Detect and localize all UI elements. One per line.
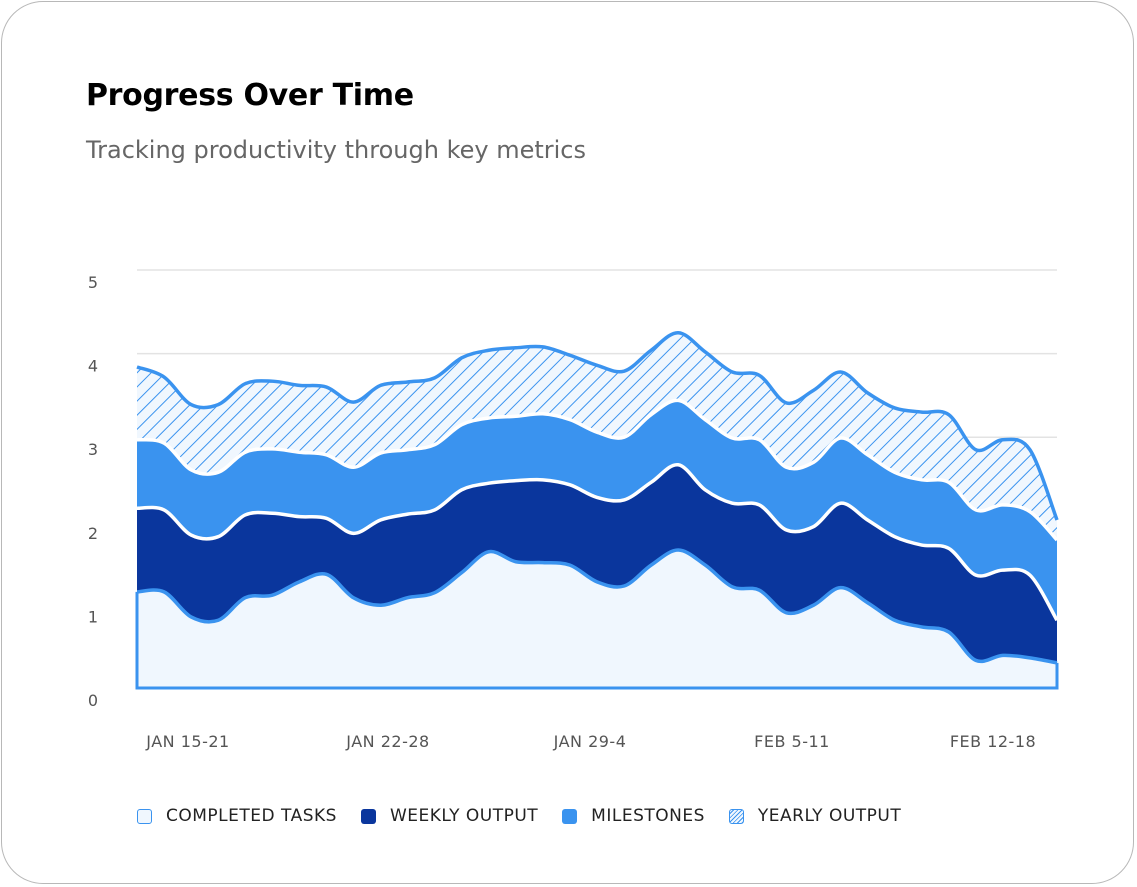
- legend-label: COMPLETED TASKS: [166, 806, 337, 826]
- legend-label: MILESTONES: [591, 806, 705, 826]
- y-tick-label: 5: [88, 273, 98, 292]
- legend-label: WEEKLY OUTPUT: [389, 806, 539, 826]
- y-tick-label: 0: [88, 691, 98, 710]
- x-tick-label: JAN 29-4: [553, 732, 627, 751]
- baseline: [135, 591, 1059, 690]
- legend-swatch-yearly: [728, 808, 744, 824]
- y-tick-label: 3: [88, 440, 98, 459]
- chart-subtitle: Tracking productivity through key metric…: [86, 136, 586, 164]
- chart-title: Progress Over Time: [86, 78, 414, 113]
- legend-item-milestones[interactable]: MILESTONES: [562, 806, 705, 826]
- line-yearly-output: [136, 330, 1059, 521]
- legend: COMPLETED TASKS WEEKLY OUTPUT MILESTONES…: [137, 806, 925, 826]
- x-tick-label: JAN 22-28: [345, 732, 429, 751]
- legend-swatch-weekly: [360, 808, 376, 824]
- area-completed-tasks: [137, 550, 1057, 688]
- y-tick-label: 2: [88, 524, 98, 543]
- line-weekly-output: [136, 463, 1059, 622]
- y-tick-label: 1: [88, 607, 98, 626]
- line-milestones: [136, 398, 1059, 542]
- y-tick-label: 4: [88, 357, 98, 376]
- legend-item-weekly-output[interactable]: WEEKLY OUTPUT: [360, 806, 539, 826]
- x-tick-label: JAN 15-21: [145, 732, 229, 751]
- legend-item-yearly-output[interactable]: YEARLY OUTPUT: [728, 806, 902, 826]
- line-completed-tasks: [136, 548, 1058, 665]
- legend-item-completed-tasks[interactable]: COMPLETED TASKS: [137, 806, 337, 826]
- x-tick-label: FEB 5-11: [754, 732, 830, 751]
- x-tick-label: FEB 12-18: [950, 732, 1036, 751]
- legend-swatch-completed: [137, 808, 152, 824]
- legend-swatch-milestones: [562, 808, 578, 824]
- legend-label: YEARLY OUTPUT: [757, 806, 902, 826]
